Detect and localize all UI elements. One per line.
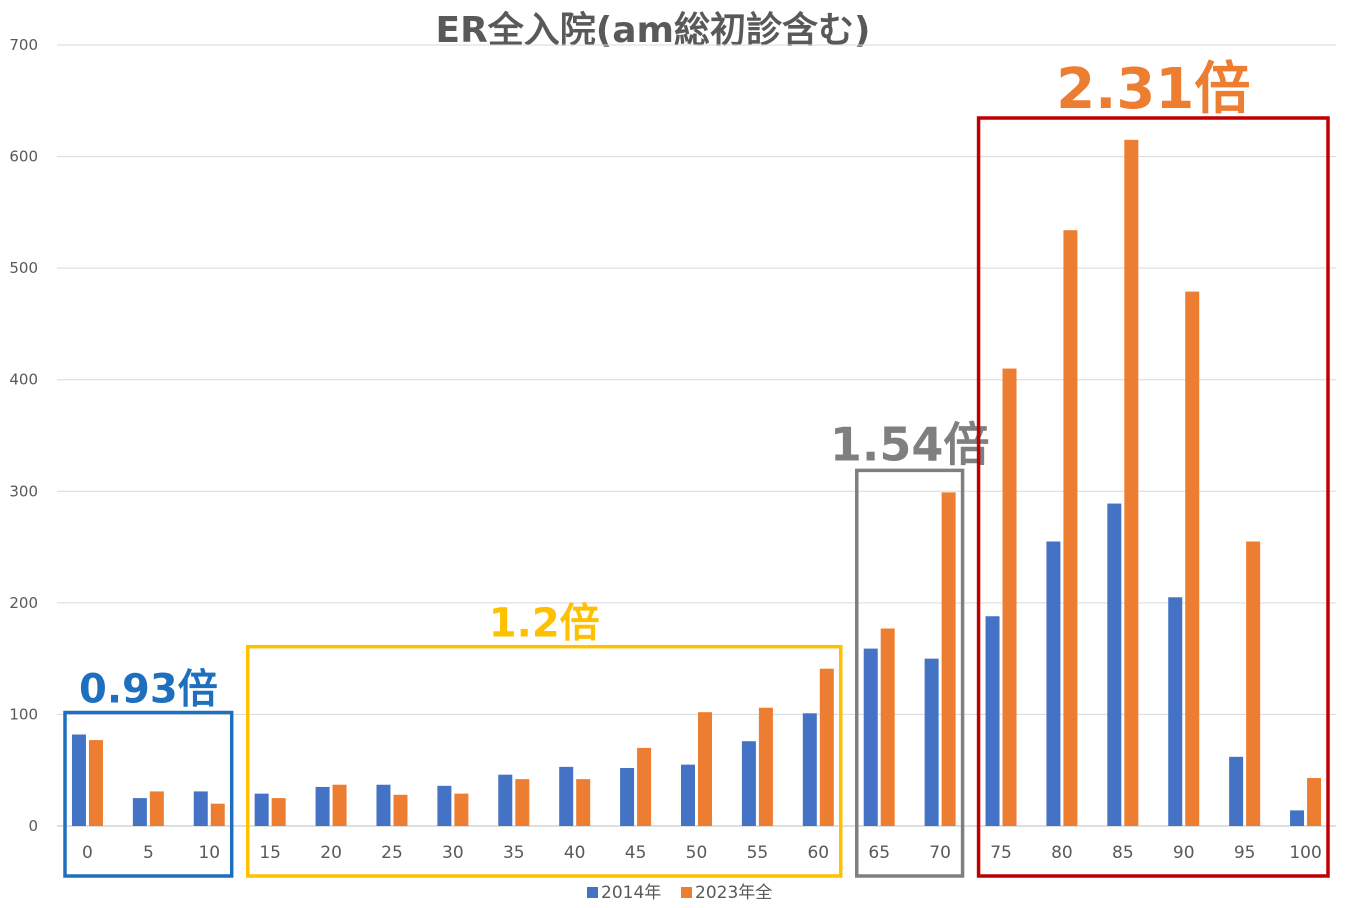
x-tick-label: 85 [1112,843,1134,863]
bar-series-1 [1046,541,1061,826]
annotation-label: 1.2倍 [489,601,600,647]
bar-series-1 [802,713,817,826]
bar-series-1 [193,791,208,826]
legend-swatch [587,887,598,898]
legend: 2014年 2023年全 [587,883,772,903]
bar-series-2 [1246,541,1261,826]
bar-series-2 [149,791,164,826]
annotation-box [855,468,965,878]
x-tick-label: 90 [1173,843,1195,863]
x-tick-label: 95 [1234,843,1256,863]
bar-series-1 [1229,756,1244,826]
bar-series-1 [1107,503,1122,826]
annotations: 0.93倍 1.2倍 1.54倍 2.31倍 [63,57,1330,878]
bar-series-1 [681,764,695,826]
x-tick-label: 10 [198,843,220,863]
bar-series-1 [437,785,452,826]
bar-series-1 [924,658,939,826]
x-tick-label: 75 [990,843,1012,863]
chart-title: ER全入院(am総初診含む) [435,9,870,51]
y-tick-label: 500 [9,259,38,277]
x-tick-label: 15 [259,843,281,863]
x-tick-label: 65 [868,843,890,863]
x-tick-label: 70 [929,843,951,863]
bar-series-2 [454,793,469,826]
annotation-label: 2.31倍 [1056,57,1250,122]
x-tick-label: 45 [625,843,647,863]
legend-swatch [681,887,692,898]
bar-series-1 [1168,597,1183,826]
bar-series-1 [376,784,391,826]
bar-series-2 [393,794,408,826]
y-tick-label: 400 [9,371,38,389]
bar-series-2 [88,740,103,826]
bars [71,139,1322,827]
bar-series-1 [559,766,574,826]
x-tick-label: 55 [747,843,769,863]
annotation-box [245,644,843,878]
x-tick-label: 80 [1051,843,1073,863]
gridlines [57,44,1336,827]
annotation-label: 0.93倍 [79,667,218,713]
annotation-box [63,710,234,878]
bar-series-2 [1002,368,1017,826]
x-tick-label: 20 [320,843,342,863]
bar-series-1 [741,741,756,826]
y-tick-label: 100 [9,705,38,723]
bar-series-1 [863,648,878,826]
bar-series-1 [315,786,330,826]
annotation-label: 1.54倍 [830,417,990,471]
bar-series-2 [819,668,834,826]
annotation-box [976,116,1330,878]
bar-series-2 [210,803,225,826]
bar-series-2 [758,707,773,826]
y-tick-label: 200 [9,594,38,612]
x-tick-label: 35 [503,843,525,863]
bar-series-2 [1185,291,1200,826]
x-tick-label: 60 [807,843,829,863]
bar-series-1 [620,767,635,826]
legend-label: 2023年全 [695,883,772,903]
bar-series-2 [1307,778,1322,826]
bar-series-2 [576,779,591,826]
bar-series-1 [254,793,269,826]
bar-series-2 [637,747,652,826]
x-tick-label: 5 [143,843,154,863]
x-tick-label: 25 [381,843,403,863]
bar-series-2 [332,784,347,826]
bar-series-2 [1063,230,1078,827]
bar-series-1 [132,798,147,826]
x-tick-label: 100 [1289,843,1321,863]
y-tick-label: 0 [28,817,38,835]
legend-label: 2014年 [601,883,661,903]
y-tick-label: 300 [9,482,38,500]
bar-series-2 [698,712,712,826]
bar-series-2 [880,628,895,826]
bar-series-1 [498,774,513,826]
bar-series-2 [1124,139,1139,827]
y-tick-label: 700 [9,36,38,54]
y-axis-ticks: 0 100 200 300 400 500 600 700 [9,36,38,835]
bar-series-2 [941,492,956,826]
bar-series-1 [985,616,1000,826]
x-tick-label: 40 [564,843,586,863]
bar-series-2 [271,798,286,826]
bar-series-2 [515,779,530,826]
y-tick-label: 600 [9,148,38,166]
bar-series-1 [71,734,86,826]
x-axis-ticks: 0 5 10 15 20 25 30 35 40 45 50 55 60 65 70 75 80 85 90 95 10… [82,843,1322,863]
x-tick-label: 30 [442,843,464,863]
x-tick-label: 50 [686,843,708,863]
bar-series-1 [1290,810,1305,826]
x-tick-label: 0 [82,843,93,863]
